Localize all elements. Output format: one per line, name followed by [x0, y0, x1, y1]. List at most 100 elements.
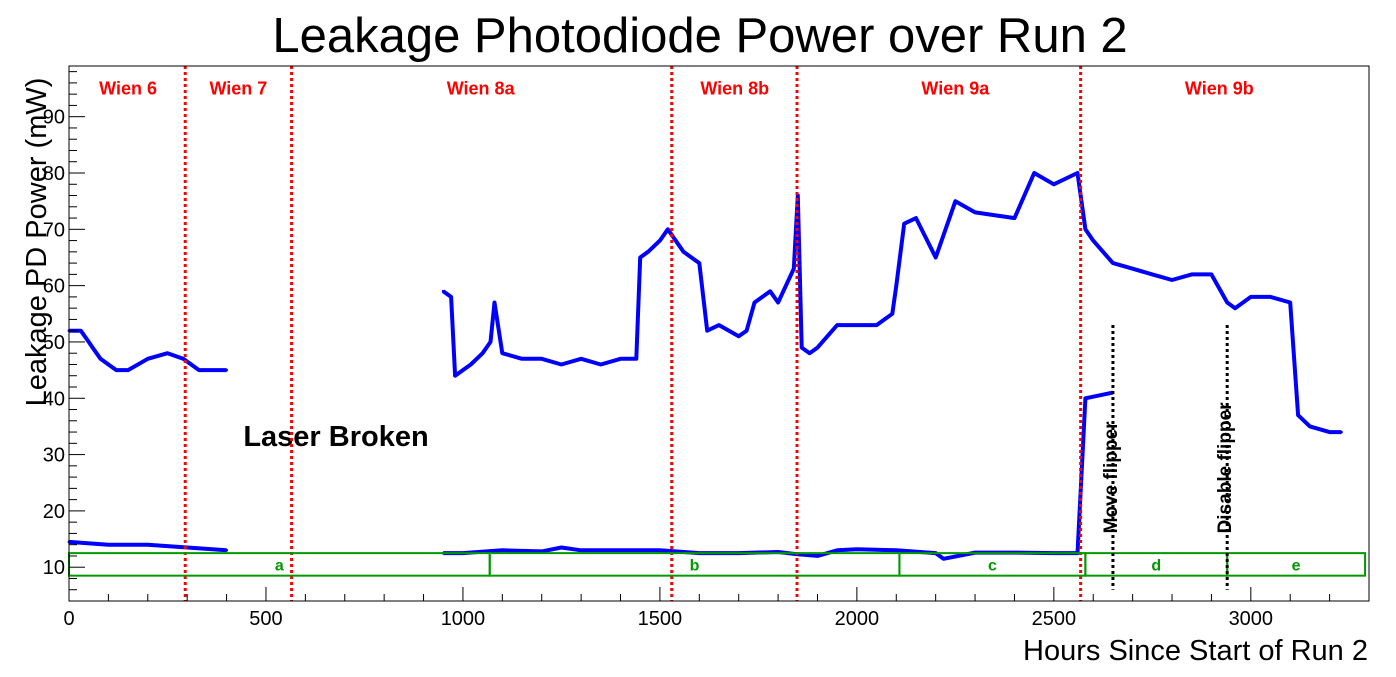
data-point	[638, 256, 642, 259]
data-point	[658, 548, 662, 552]
laser-broken-annotation: Laser Broken	[243, 421, 428, 453]
x-axis-label: Hours Since Start of Run 2	[1023, 635, 1368, 667]
period-label: c	[988, 557, 997, 574]
data-point	[1269, 295, 1272, 299]
data-point	[666, 227, 670, 231]
data-point	[816, 554, 819, 558]
data-point	[1170, 278, 1174, 282]
data-point	[792, 267, 796, 271]
data-point	[500, 548, 504, 552]
data-point	[209, 368, 213, 372]
y-tick-label: 40	[43, 388, 65, 410]
data-point	[520, 357, 524, 361]
data-point	[114, 368, 118, 372]
data-point	[835, 323, 839, 327]
data-point	[890, 312, 894, 316]
data-point	[441, 289, 445, 293]
data-point	[745, 329, 748, 333]
data-point	[619, 357, 622, 361]
data-point	[1210, 273, 1213, 276]
data-point	[1288, 301, 1292, 304]
data-point	[453, 374, 457, 378]
data-point	[835, 548, 839, 552]
data-point	[776, 301, 780, 304]
period-label: a	[275, 557, 284, 574]
data-point	[1150, 273, 1154, 276]
y-tick-label: 20	[43, 501, 65, 523]
data-point	[1111, 261, 1115, 265]
data-point	[1084, 396, 1087, 400]
data-point	[855, 547, 859, 551]
y-tick-label: 10	[43, 557, 65, 579]
data-point	[768, 289, 772, 293]
data-point	[658, 239, 662, 243]
data-point	[619, 548, 622, 552]
data-point	[1340, 430, 1343, 434]
data-point	[489, 340, 492, 344]
data-point	[894, 284, 898, 287]
x-tick-label: 2000	[835, 608, 880, 630]
data-point	[560, 363, 563, 366]
data-point	[894, 548, 898, 552]
data-point	[107, 363, 110, 366]
data-point	[181, 357, 185, 361]
data-point	[1190, 273, 1194, 276]
data-point	[481, 351, 484, 355]
data-point	[540, 550, 544, 553]
y-axis-label: Leakage PD Power (mW)	[21, 78, 53, 407]
data-point	[1233, 306, 1237, 310]
data-point	[146, 357, 150, 361]
data-point	[1032, 171, 1036, 175]
y-tick-label: 60	[43, 276, 65, 298]
data-point	[197, 368, 201, 372]
data-point	[808, 351, 811, 355]
data-point	[449, 295, 453, 299]
y-tick-label: 50	[43, 332, 65, 354]
x-tick-label: 2500	[1032, 608, 1077, 630]
data-point	[225, 368, 229, 372]
flipper-label: Move flipper	[1101, 421, 1122, 534]
chart-axes: 0 500 1000 1500 2000 2500 3000 10 20 30 40 50 60 70 80…	[43, 65, 1370, 630]
data-point	[469, 363, 473, 366]
period-label: e	[1292, 557, 1301, 574]
flipper-label: Disable flipper	[1215, 402, 1236, 534]
data-point	[753, 301, 756, 304]
wien-label: Wien 6	[99, 79, 157, 99]
wien-label: Wien 8b	[700, 79, 769, 99]
data-point	[1076, 171, 1079, 175]
data-point	[99, 357, 102, 361]
data-point	[599, 363, 603, 366]
data-point	[107, 543, 110, 547]
data-point	[461, 368, 465, 372]
chart-overlays: Wien 6 Wien 7 Wien 8a Wien 8b Wien 9a Wien 9b…	[68, 66, 1367, 601]
data-point	[1308, 425, 1312, 428]
wien-label: Wien 9b	[1185, 79, 1254, 99]
data-point	[682, 250, 685, 254]
data-point	[225, 548, 229, 552]
data-point	[816, 346, 819, 349]
data-point	[146, 543, 150, 547]
data-point	[1013, 216, 1016, 220]
x-tick-label: 1500	[638, 608, 683, 630]
chart-title: Leakage Photodiode Power over Run 2	[272, 9, 1127, 63]
wien-label: Wien 7	[209, 79, 267, 99]
plot-frame	[68, 65, 1370, 602]
data-point	[634, 357, 638, 361]
wien-label: Wien 8a	[447, 79, 516, 99]
period-box	[1226, 552, 1367, 577]
data-point	[902, 222, 906, 226]
data-point	[579, 548, 583, 552]
series-trace-low-band	[68, 390, 1114, 561]
period-label: b	[690, 557, 700, 574]
data-point	[1052, 182, 1056, 186]
data-point	[560, 546, 563, 549]
data-point	[1091, 239, 1095, 243]
data-point	[914, 216, 918, 220]
data-point	[697, 261, 701, 265]
data-point	[717, 323, 721, 327]
y-tick-label: 70	[43, 219, 65, 241]
data-point	[875, 323, 878, 327]
data-point	[1131, 267, 1134, 271]
